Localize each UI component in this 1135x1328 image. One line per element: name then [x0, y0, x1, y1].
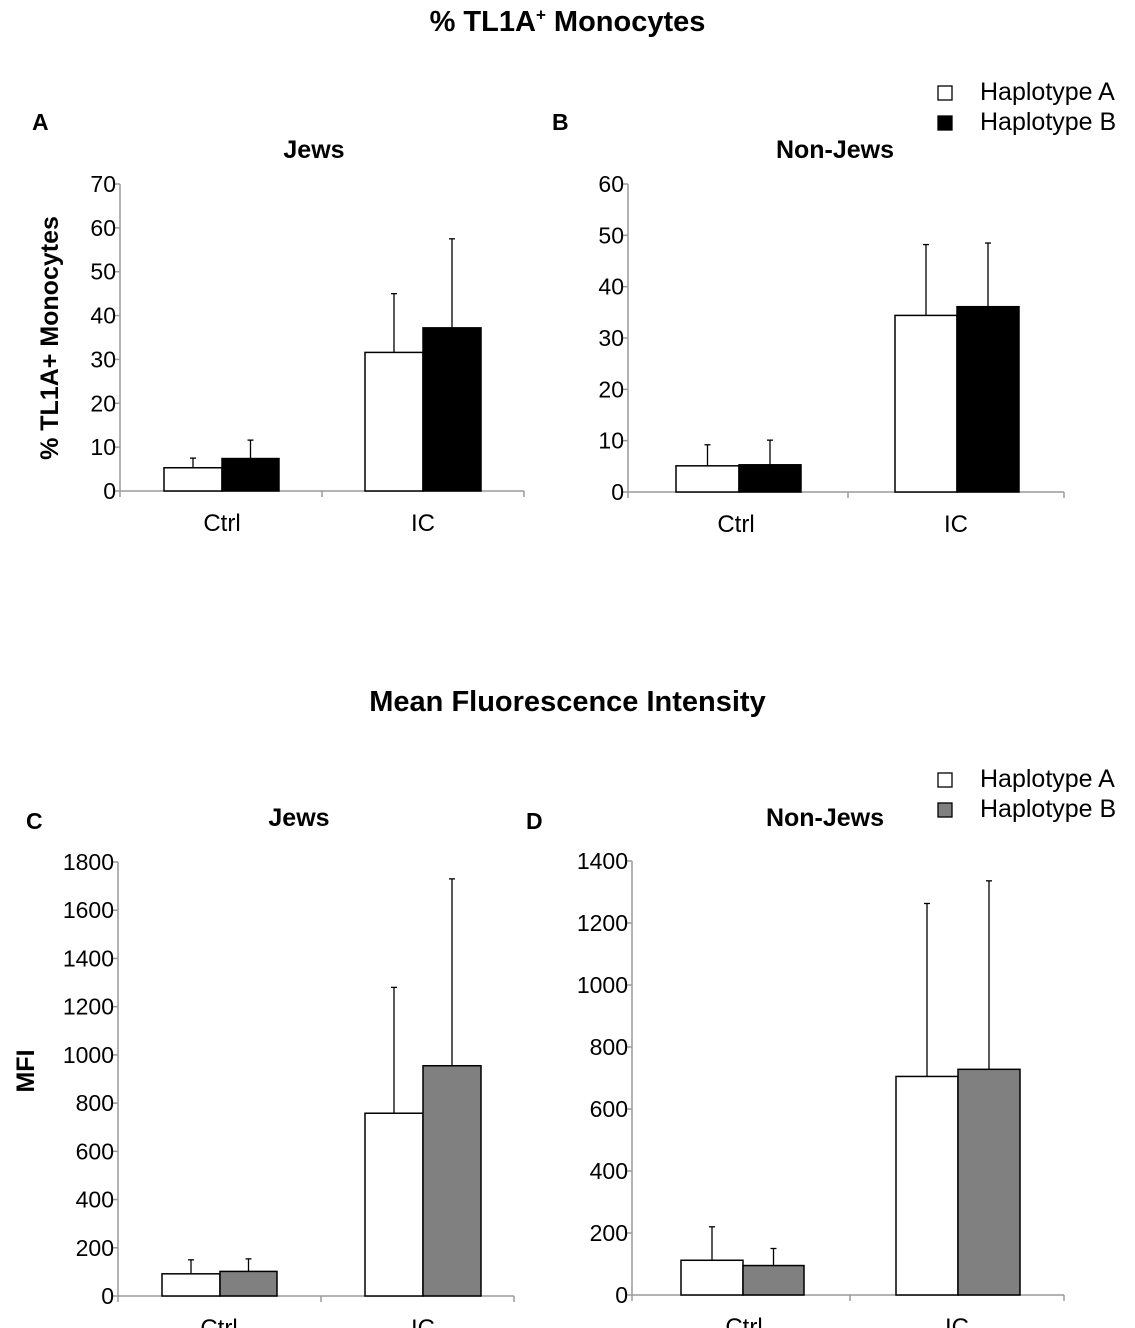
panel-a-bar: [163, 467, 223, 492]
panel-b-y-tick-label: 10: [598, 428, 624, 454]
panel-b-bar: [675, 465, 740, 493]
panel-d-y-tick-label: 600: [590, 1096, 628, 1122]
panel-d-legend-label: Haplotype B: [980, 795, 1116, 823]
panel-b-category-label: Ctrl: [717, 511, 754, 538]
panel-a-y-tick-label: 10: [90, 434, 116, 460]
panel-d-bar: [680, 1259, 744, 1296]
panel-d-y-tick-label: 1000: [577, 972, 628, 998]
panel-b-bar: [894, 314, 958, 493]
panel-c-bar: [422, 1064, 482, 1297]
title-top-rest: Monocytes: [545, 6, 706, 38]
panel-b-legend-label: Haplotype A: [980, 78, 1115, 106]
panel-c-y-tick-label: 1000: [63, 1042, 114, 1068]
panel-b-y-tick-label: 20: [598, 376, 624, 402]
panel-d-letter: D: [526, 808, 543, 834]
section-title-top: % TL1A+ Monocytes: [0, 6, 1135, 39]
panel-a-y-tick-label: 20: [90, 390, 116, 416]
panel-c-category-label: IC: [411, 1315, 435, 1328]
panel-c-bar: [364, 1112, 424, 1297]
panel-a-y-tick-label: 30: [90, 346, 116, 372]
panel-d-y-tick-label: 1200: [577, 910, 628, 936]
panel-a-y-tick-label: 50: [90, 259, 116, 285]
panel-b-bar: [738, 464, 802, 493]
panel-c-bar: [161, 1273, 221, 1297]
section-title-bottom: Mean Fluorescence Intensity: [369, 686, 766, 718]
panel-a-bar: [364, 351, 424, 492]
panel-a-y-tick-label: 70: [90, 171, 116, 197]
panel-c-y-tick-label: 400: [76, 1187, 114, 1213]
panel-c-y-tick-label: 800: [76, 1090, 114, 1116]
panel-c-letter: C: [26, 808, 43, 834]
panel-c-category-label: Ctrl: [200, 1315, 237, 1328]
panel-c-y-tick-label: 1800: [63, 849, 114, 875]
panel-d-y-tick-label: 1400: [577, 848, 628, 874]
panel-a-bar: [221, 457, 280, 492]
title-top-main: % TL1A: [429, 6, 536, 38]
panel-b-legend-label: Haplotype B: [980, 108, 1116, 136]
panel-d-bar: [895, 1075, 959, 1296]
panel-a-y-tick-label: 0: [103, 478, 116, 504]
panel-d-y-tick-label: 0: [615, 1282, 628, 1308]
panel-b-bar: [956, 305, 1020, 493]
panel-d-legend-swatch: [937, 772, 953, 788]
panel-c-y-axis-label: MFI: [12, 1049, 40, 1092]
panel-c-bar: [219, 1270, 278, 1297]
panel-d-y-tick-label: 400: [590, 1158, 628, 1184]
panel-a-y-tick-label: 60: [90, 215, 116, 241]
panel-d-title: Non-Jews: [766, 804, 884, 832]
panel-c-y-tick-label: 600: [76, 1138, 114, 1164]
panel-d-y-tick-label: 800: [590, 1034, 628, 1060]
panel-d-legend-swatch: [937, 802, 953, 818]
panel-b-legend-swatch: [937, 115, 953, 131]
panel-d-bar: [957, 1068, 1021, 1296]
panel-b-title: Non-Jews: [776, 136, 894, 164]
panel-b-y-tick-label: 60: [598, 171, 624, 197]
panel-a-category-label: Ctrl: [203, 510, 240, 537]
panel-c-y-tick-label: 0: [101, 1283, 114, 1309]
panel-a-title: Jews: [283, 136, 344, 164]
panel-a-letter: A: [32, 109, 49, 135]
panel-b-legend-swatch: [937, 85, 953, 101]
panel-c-y-tick-label: 1600: [63, 897, 114, 923]
panel-b-letter: B: [552, 109, 569, 135]
panel-d-legend-label: Haplotype A: [980, 765, 1115, 793]
title-top-superscript: +: [535, 5, 546, 25]
panel-a-y-tick-label: 40: [90, 303, 116, 329]
panel-a-bar: [422, 327, 482, 492]
panel-c-y-tick-label: 1400: [63, 945, 114, 971]
panel-d-bar: [742, 1264, 805, 1296]
panel-d-category-label: IC: [945, 1314, 969, 1328]
panel-d-y-tick-label: 200: [590, 1220, 628, 1246]
panel-b-category-label: IC: [944, 511, 968, 538]
panel-b-y-tick-label: 50: [598, 222, 624, 248]
panel-c-title: Jews: [268, 804, 329, 832]
panel-a-category-label: IC: [411, 510, 435, 537]
panel-c-y-tick-label: 1200: [63, 994, 114, 1020]
panel-c-y-tick-label: 200: [76, 1235, 114, 1261]
panel-d-category-label: Ctrl: [725, 1314, 762, 1328]
panel-b-y-tick-label: 30: [598, 325, 624, 351]
panel-a-y-axis-label: % TL1A+ Monocytes: [36, 216, 64, 460]
panel-b-y-tick-label: 40: [598, 274, 624, 300]
panel-b-y-tick-label: 0: [611, 479, 624, 505]
